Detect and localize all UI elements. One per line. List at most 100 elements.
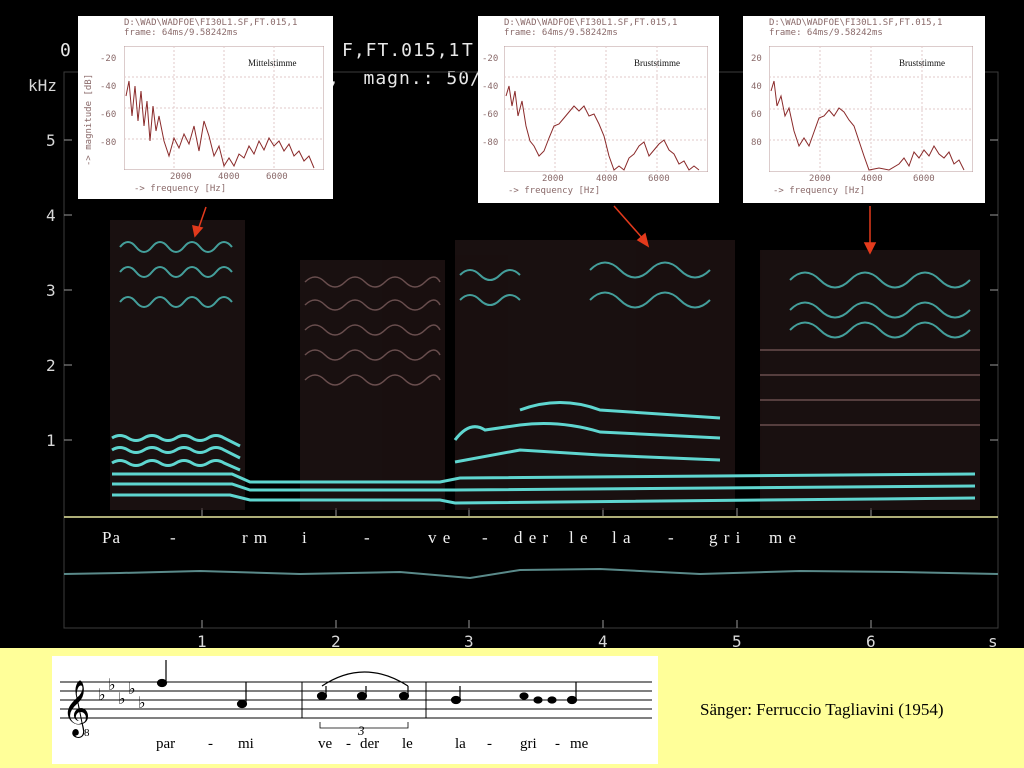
- inset-x-axis-label: -> frequency [Hz]: [134, 184, 227, 194]
- score-syllable: -: [346, 736, 351, 752]
- inset-y-tick: 20: [751, 54, 762, 64]
- inset-plot: [504, 46, 708, 172]
- score-syllable: me: [570, 736, 589, 752]
- inset-x-tick: 2000: [809, 174, 831, 184]
- lyric-syllable: -: [170, 528, 177, 547]
- score-syllable: mi: [238, 736, 254, 752]
- inset-y-tick: 40: [751, 82, 762, 92]
- spectrum-inset-mittelstimme: D:\WAD\WADFOE\FI30L1.SF,FT.015,1 frame: …: [78, 16, 333, 199]
- singer-caption: Sänger: Ferruccio Tagliavini (1954): [700, 700, 944, 719]
- x-unit-label: s: [988, 632, 998, 651]
- svg-text:♭: ♭: [128, 679, 136, 698]
- tuplet-number: 3: [357, 723, 365, 738]
- svg-text:♭: ♭: [138, 693, 146, 712]
- y-tick-label: 1: [46, 431, 56, 450]
- inset-plot: [769, 46, 973, 172]
- x-tick-label: 5: [732, 632, 742, 651]
- inset-x-tick: 4000: [218, 172, 240, 182]
- inset-register-label: Mittelstimme: [248, 58, 297, 68]
- score-syllable: le: [402, 736, 413, 752]
- tuplet-bracket: [319, 722, 409, 729]
- inset-file-path: D:\WAD\WADFOE\FI30L1.SF,FT.015,1: [124, 18, 298, 28]
- slur-arc: [321, 671, 409, 687]
- lyric-syllable: r m: [242, 528, 269, 547]
- header-bar: 0 F,FT.015,1 T , magn.: 50/: [60, 40, 481, 145]
- header-fragment-t: T: [462, 40, 474, 61]
- spectral-noise: [110, 220, 980, 510]
- lyric-syllable: -: [364, 528, 371, 547]
- music-score: 𝄞 ♭ ♭ ♭ ♭ ♭ 3 8: [52, 656, 658, 764]
- y-tick-label: 3: [46, 281, 56, 300]
- inset-frame-info: frame: 64ms/9.58242ms: [124, 28, 238, 38]
- key-signature-flats: ♭♭♭♭♭: [98, 675, 146, 712]
- score-syllable: ve: [318, 736, 333, 752]
- lyric-syllable: Pa: [102, 528, 121, 547]
- arrows: [192, 205, 877, 255]
- harmonic-traces: [111, 401, 976, 505]
- lyric-syllable: l e: [569, 528, 589, 547]
- x-tick-label: 3: [464, 632, 474, 651]
- octave-mark: 8: [84, 727, 90, 739]
- y-tick-label: 4: [46, 206, 56, 225]
- y-tick-label: 2: [46, 356, 56, 375]
- svg-text:♭: ♭: [108, 675, 116, 694]
- inset-plot: [124, 46, 324, 170]
- header-fragment-left: 0: [60, 40, 72, 61]
- score-syllable: -: [487, 736, 492, 752]
- inset-y-tick: -60: [100, 110, 117, 120]
- inset-x-tick: 4000: [861, 174, 883, 184]
- inset-file-path: D:\WAD\WADFOE\FI30L1.SF,FT.015,1: [504, 18, 678, 28]
- inset-x-tick: 4000: [596, 174, 618, 184]
- score-syllable: par: [156, 736, 176, 752]
- score-syllable: -: [555, 736, 560, 752]
- spectrum-inset-bruststimme-2: D:\WAD\WADFOE\FI30L1.SF,FT.015,1 frame: …: [743, 16, 985, 203]
- score-syllable: -: [208, 736, 213, 752]
- y-unit-label: kHz: [28, 76, 57, 95]
- x-tick-label: 1: [197, 632, 207, 651]
- inset-frame-info: frame: 64ms/9.58242ms: [504, 28, 618, 38]
- lyric-syllable: d e r: [514, 528, 550, 547]
- inset-y-tick: 60: [751, 110, 762, 120]
- y-tick-label: 5: [46, 131, 56, 150]
- lyrics-strip: Pa - r m i - v e - d e r l e l a - g r i…: [64, 528, 998, 548]
- svg-text:♭: ♭: [118, 689, 126, 708]
- inset-x-tick: 6000: [913, 174, 935, 184]
- waveform-trace: [63, 567, 999, 580]
- faint-harmonics: [304, 276, 980, 426]
- inset-y-tick: -60: [482, 110, 499, 120]
- inset-file-path: D:\WAD\WADFOE\FI30L1.SF,FT.015,1: [769, 18, 943, 28]
- inset-y-tick: -40: [482, 82, 499, 92]
- spectrum-inset-bruststimme-1: D:\WAD\WADFOE\FI30L1.SF,FT.015,1 frame: …: [478, 16, 719, 203]
- score-syllable: gri: [520, 736, 537, 752]
- inset-y-tick: -80: [482, 138, 499, 148]
- inset-y-axis-label: -> magnitude [dB]: [84, 73, 94, 166]
- staff-notation: 𝄞 ♭♭♭♭♭ 3 8: [60, 660, 652, 739]
- staff-lines: [60, 681, 652, 719]
- upper-harmonic-traces: [119, 241, 971, 339]
- x-tick-label: 6: [866, 632, 876, 651]
- svg-text:♭: ♭: [98, 685, 106, 704]
- inset-y-tick: 80: [751, 138, 762, 148]
- lyric-syllable: -: [668, 528, 675, 547]
- lyric-syllable: v e: [428, 528, 452, 547]
- inset-x-axis-label: -> frequency [Hz]: [773, 186, 866, 196]
- treble-clef-icon: 𝄞: [62, 680, 90, 738]
- x-tick-label: 4: [598, 632, 608, 651]
- lyric-syllable: i: [302, 528, 308, 547]
- header-fragment-magn: , magn.: 50/: [328, 68, 482, 89]
- lyric-syllable: -: [482, 528, 489, 547]
- inset-x-tick: 6000: [266, 172, 288, 182]
- inset-y-tick: -80: [100, 138, 117, 148]
- notes: [156, 660, 578, 709]
- inset-x-axis-label: -> frequency [Hz]: [508, 186, 601, 196]
- inset-y-tick: -20: [482, 54, 499, 64]
- inset-frame-info: frame: 64ms/9.58242ms: [769, 28, 883, 38]
- inset-y-tick: -40: [100, 82, 117, 92]
- inset-x-tick: 2000: [170, 172, 192, 182]
- spectrogram-panel: [63, 71, 999, 629]
- score-syllable: der: [360, 736, 380, 752]
- x-tick-label: 2: [331, 632, 341, 651]
- lyric-syllable: l a: [612, 528, 632, 547]
- lyric-syllable: m e: [769, 528, 798, 547]
- lyric-syllable: g r i: [709, 528, 742, 547]
